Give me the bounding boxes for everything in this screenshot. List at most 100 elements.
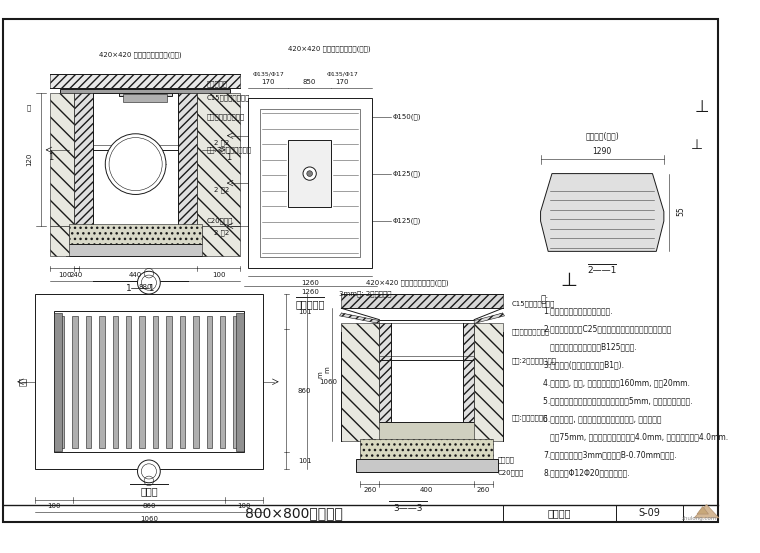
- Text: 注:: 注:: [540, 295, 549, 304]
- Text: 100: 100: [47, 503, 61, 509]
- Text: 砖砌水泥砂浆圆口座: 砖砌水泥砂浆圆口座: [207, 113, 245, 120]
- Text: C20混凝土: C20混凝土: [207, 218, 233, 225]
- Circle shape: [138, 272, 160, 294]
- Bar: [220, 316, 226, 448]
- Bar: [180, 316, 185, 448]
- Text: 420×420 复合材料轻量盖子(重型): 420×420 复合材料轻量盖子(重型): [288, 45, 370, 52]
- Bar: [74, 93, 93, 226]
- Circle shape: [106, 134, 166, 195]
- Text: 1290: 1290: [593, 147, 612, 156]
- Text: 2——1: 2——1: [587, 266, 617, 275]
- Bar: [249, 98, 372, 268]
- Text: Φ125(分): Φ125(分): [393, 218, 421, 225]
- Text: 1: 1: [226, 153, 231, 162]
- Bar: [360, 439, 493, 460]
- Text: 1: 1: [48, 153, 53, 162]
- Text: 平面图: 平面图: [140, 486, 158, 496]
- Text: 1060: 1060: [140, 516, 158, 522]
- Bar: [50, 226, 69, 256]
- Text: 55: 55: [676, 207, 686, 216]
- Text: 3mm垫: 2层水泥砂浆: 3mm垫: 2层水泥砂浆: [339, 291, 391, 298]
- Bar: [202, 226, 240, 256]
- Text: 170: 170: [261, 79, 275, 85]
- Bar: [140, 316, 145, 448]
- Bar: [360, 422, 493, 441]
- Text: 3——3: 3——3: [393, 504, 423, 513]
- Bar: [379, 324, 391, 441]
- Bar: [119, 88, 172, 96]
- Text: 路面土基层: 路面土基层: [207, 80, 228, 87]
- Bar: [60, 89, 230, 93]
- Bar: [207, 316, 212, 448]
- Bar: [54, 313, 62, 451]
- Text: 880: 880: [138, 284, 152, 290]
- Bar: [72, 316, 78, 448]
- Text: 素混凝土: 素混凝土: [498, 457, 515, 463]
- Bar: [288, 140, 331, 207]
- Text: 1260: 1260: [301, 280, 319, 286]
- Circle shape: [307, 171, 312, 176]
- Bar: [236, 313, 244, 451]
- Bar: [463, 324, 474, 441]
- Text: 底板:3层水泥砂浆粉刷: 底板:3层水泥砂浆粉刷: [207, 147, 252, 153]
- Text: 1060: 1060: [320, 379, 337, 385]
- Text: 8.配置规范Φ12Φ20配置区位筋条.: 8.配置规范Φ12Φ20配置区位筋条.: [543, 469, 630, 478]
- Bar: [50, 74, 240, 88]
- Text: 860: 860: [142, 503, 156, 509]
- Bar: [112, 316, 118, 448]
- Text: 5.雨水并盖板钉筋盖板底盖板厕度不超过5mm, 并与预期有限成础.: 5.雨水并盖板钉筋盖板底盖板厕度不超过5mm, 并与预期有限成础.: [543, 397, 693, 406]
- Text: 3.水泥砂浆(防渗型强度等级B1时).: 3.水泥砂浆(防渗型强度等级B1时).: [543, 361, 625, 369]
- Bar: [356, 459, 498, 472]
- Text: 101: 101: [298, 309, 312, 315]
- Polygon shape: [340, 313, 379, 324]
- Text: 直径75mm, 中置尺寸基底高度大于4.0mm, 路面高度不超过4.0mm.: 直径75mm, 中置尺寸基底高度大于4.0mm, 路面高度不超过4.0mm.: [543, 433, 729, 442]
- Bar: [260, 109, 360, 257]
- Text: 砖砌水泥砂浆圆口座: 砖砌水泥砂浆圆口座: [512, 328, 550, 335]
- Text: 400: 400: [420, 487, 433, 493]
- Text: 170: 170: [336, 79, 349, 85]
- Text: 420×420 复合材料轻量盖子(重型): 420×420 复合材料轻量盖子(重型): [366, 279, 449, 286]
- Text: 240: 240: [70, 272, 83, 278]
- Text: zhulong.com: zhulong.com: [682, 517, 717, 521]
- Text: 垫层:素混凝土填充: 垫层:素混凝土填充: [512, 414, 549, 421]
- Text: m: m: [325, 367, 330, 373]
- Bar: [126, 316, 131, 448]
- Text: 4.分外壁消, 聊者, 盖板厕度不小于160mm, 顶为20mm.: 4.分外壁消, 聊者, 盖板厕度不小于160mm, 顶为20mm.: [543, 379, 690, 388]
- Text: 2.雨水并盖为钉筋C25混凝土上层，请采用施工单位有资质: 2.雨水并盖为钉筋C25混凝土上层，请采用施工单位有资质: [543, 325, 672, 333]
- Bar: [54, 311, 244, 452]
- Polygon shape: [474, 313, 505, 324]
- Text: 120: 120: [27, 153, 33, 166]
- Text: 850: 850: [302, 79, 316, 85]
- Text: 2 肢2: 2 肢2: [214, 139, 230, 145]
- Bar: [50, 93, 74, 226]
- Text: 7.雨水并盖板下放3mm最佳有效B-0.70mm厕度板.: 7.雨水并盖板下放3mm最佳有效B-0.70mm厕度板.: [543, 451, 677, 460]
- Text: 100: 100: [58, 272, 71, 278]
- Bar: [166, 316, 172, 448]
- Bar: [474, 324, 502, 441]
- Text: 1260: 1260: [301, 289, 319, 295]
- Polygon shape: [694, 504, 719, 518]
- Text: 260: 260: [477, 487, 490, 493]
- Bar: [69, 224, 202, 245]
- Circle shape: [138, 460, 160, 483]
- Bar: [100, 316, 105, 448]
- Text: 100: 100: [212, 272, 226, 278]
- Text: m: m: [318, 371, 324, 378]
- Text: C15钢筋混凝土上层: C15钢筋混凝土上层: [512, 300, 556, 307]
- Bar: [341, 324, 379, 441]
- Text: 420×420 复合材料轻量盖子(重型): 420×420 复合材料轻量盖子(重型): [99, 52, 182, 59]
- Bar: [179, 93, 198, 226]
- Bar: [341, 294, 502, 308]
- Bar: [66, 244, 205, 256]
- Bar: [198, 93, 240, 226]
- Text: 101: 101: [298, 458, 312, 464]
- Text: Φ135/Φ17: Φ135/Φ17: [252, 71, 284, 76]
- Text: ⊥: ⊥: [691, 138, 703, 152]
- Text: ⊥: ⊥: [695, 98, 709, 116]
- Text: 路: 路: [27, 104, 31, 111]
- Bar: [86, 316, 91, 448]
- Text: Φ125(分): Φ125(分): [393, 170, 421, 177]
- Text: 6.无由钉构架, 盖板小管板孔圆角处按据量, 雨水并管理: 6.无由钉构架, 盖板小管板孔圆角处按据量, 雨水并管理: [543, 415, 662, 424]
- Text: 盖板钢筋图: 盖板钢筋图: [296, 300, 325, 310]
- Text: 使用水中工程，变量规范B125排铸件.: 使用水中工程，变量规范B125排铸件.: [543, 343, 637, 352]
